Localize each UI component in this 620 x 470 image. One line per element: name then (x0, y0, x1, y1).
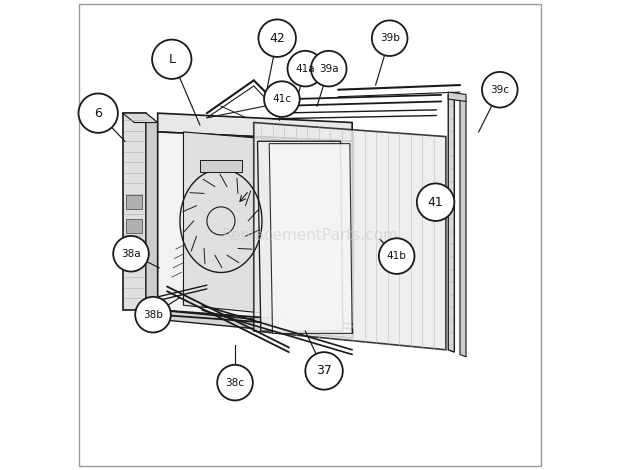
Polygon shape (146, 113, 157, 310)
Text: 38c: 38c (226, 377, 244, 388)
Circle shape (288, 51, 323, 86)
Circle shape (372, 20, 407, 56)
Polygon shape (123, 113, 157, 123)
Polygon shape (157, 132, 352, 329)
Text: 42: 42 (269, 31, 285, 45)
Circle shape (207, 207, 235, 235)
Polygon shape (126, 242, 142, 256)
Text: 38b: 38b (143, 310, 163, 320)
Circle shape (311, 51, 347, 86)
Circle shape (152, 39, 192, 79)
Text: 39c: 39c (490, 85, 509, 95)
Text: 41a: 41a (296, 63, 315, 74)
Polygon shape (448, 94, 454, 352)
Polygon shape (157, 113, 352, 141)
Text: ReplacementParts.com: ReplacementParts.com (221, 227, 399, 243)
Text: 41: 41 (428, 196, 443, 209)
Text: L: L (168, 53, 175, 66)
Polygon shape (126, 219, 142, 233)
Polygon shape (448, 92, 466, 102)
Circle shape (259, 19, 296, 57)
Polygon shape (460, 97, 466, 357)
Text: 37: 37 (316, 364, 332, 377)
Polygon shape (184, 132, 352, 321)
Circle shape (305, 352, 343, 390)
Polygon shape (269, 144, 352, 333)
Text: 38a: 38a (121, 249, 141, 259)
Circle shape (417, 183, 454, 221)
Polygon shape (254, 123, 446, 350)
Text: 39b: 39b (379, 33, 400, 43)
Circle shape (264, 81, 299, 117)
Circle shape (135, 297, 171, 332)
Text: 6: 6 (94, 107, 102, 120)
Circle shape (482, 72, 518, 108)
Polygon shape (257, 141, 343, 331)
Polygon shape (157, 310, 352, 338)
Circle shape (113, 236, 149, 272)
Text: 41c: 41c (272, 94, 291, 104)
Circle shape (79, 94, 118, 133)
Polygon shape (123, 113, 146, 310)
Circle shape (379, 238, 415, 274)
Text: 41b: 41b (387, 251, 407, 261)
Circle shape (217, 365, 253, 400)
Polygon shape (200, 160, 242, 172)
Polygon shape (126, 195, 142, 209)
Text: 39a: 39a (319, 63, 339, 74)
